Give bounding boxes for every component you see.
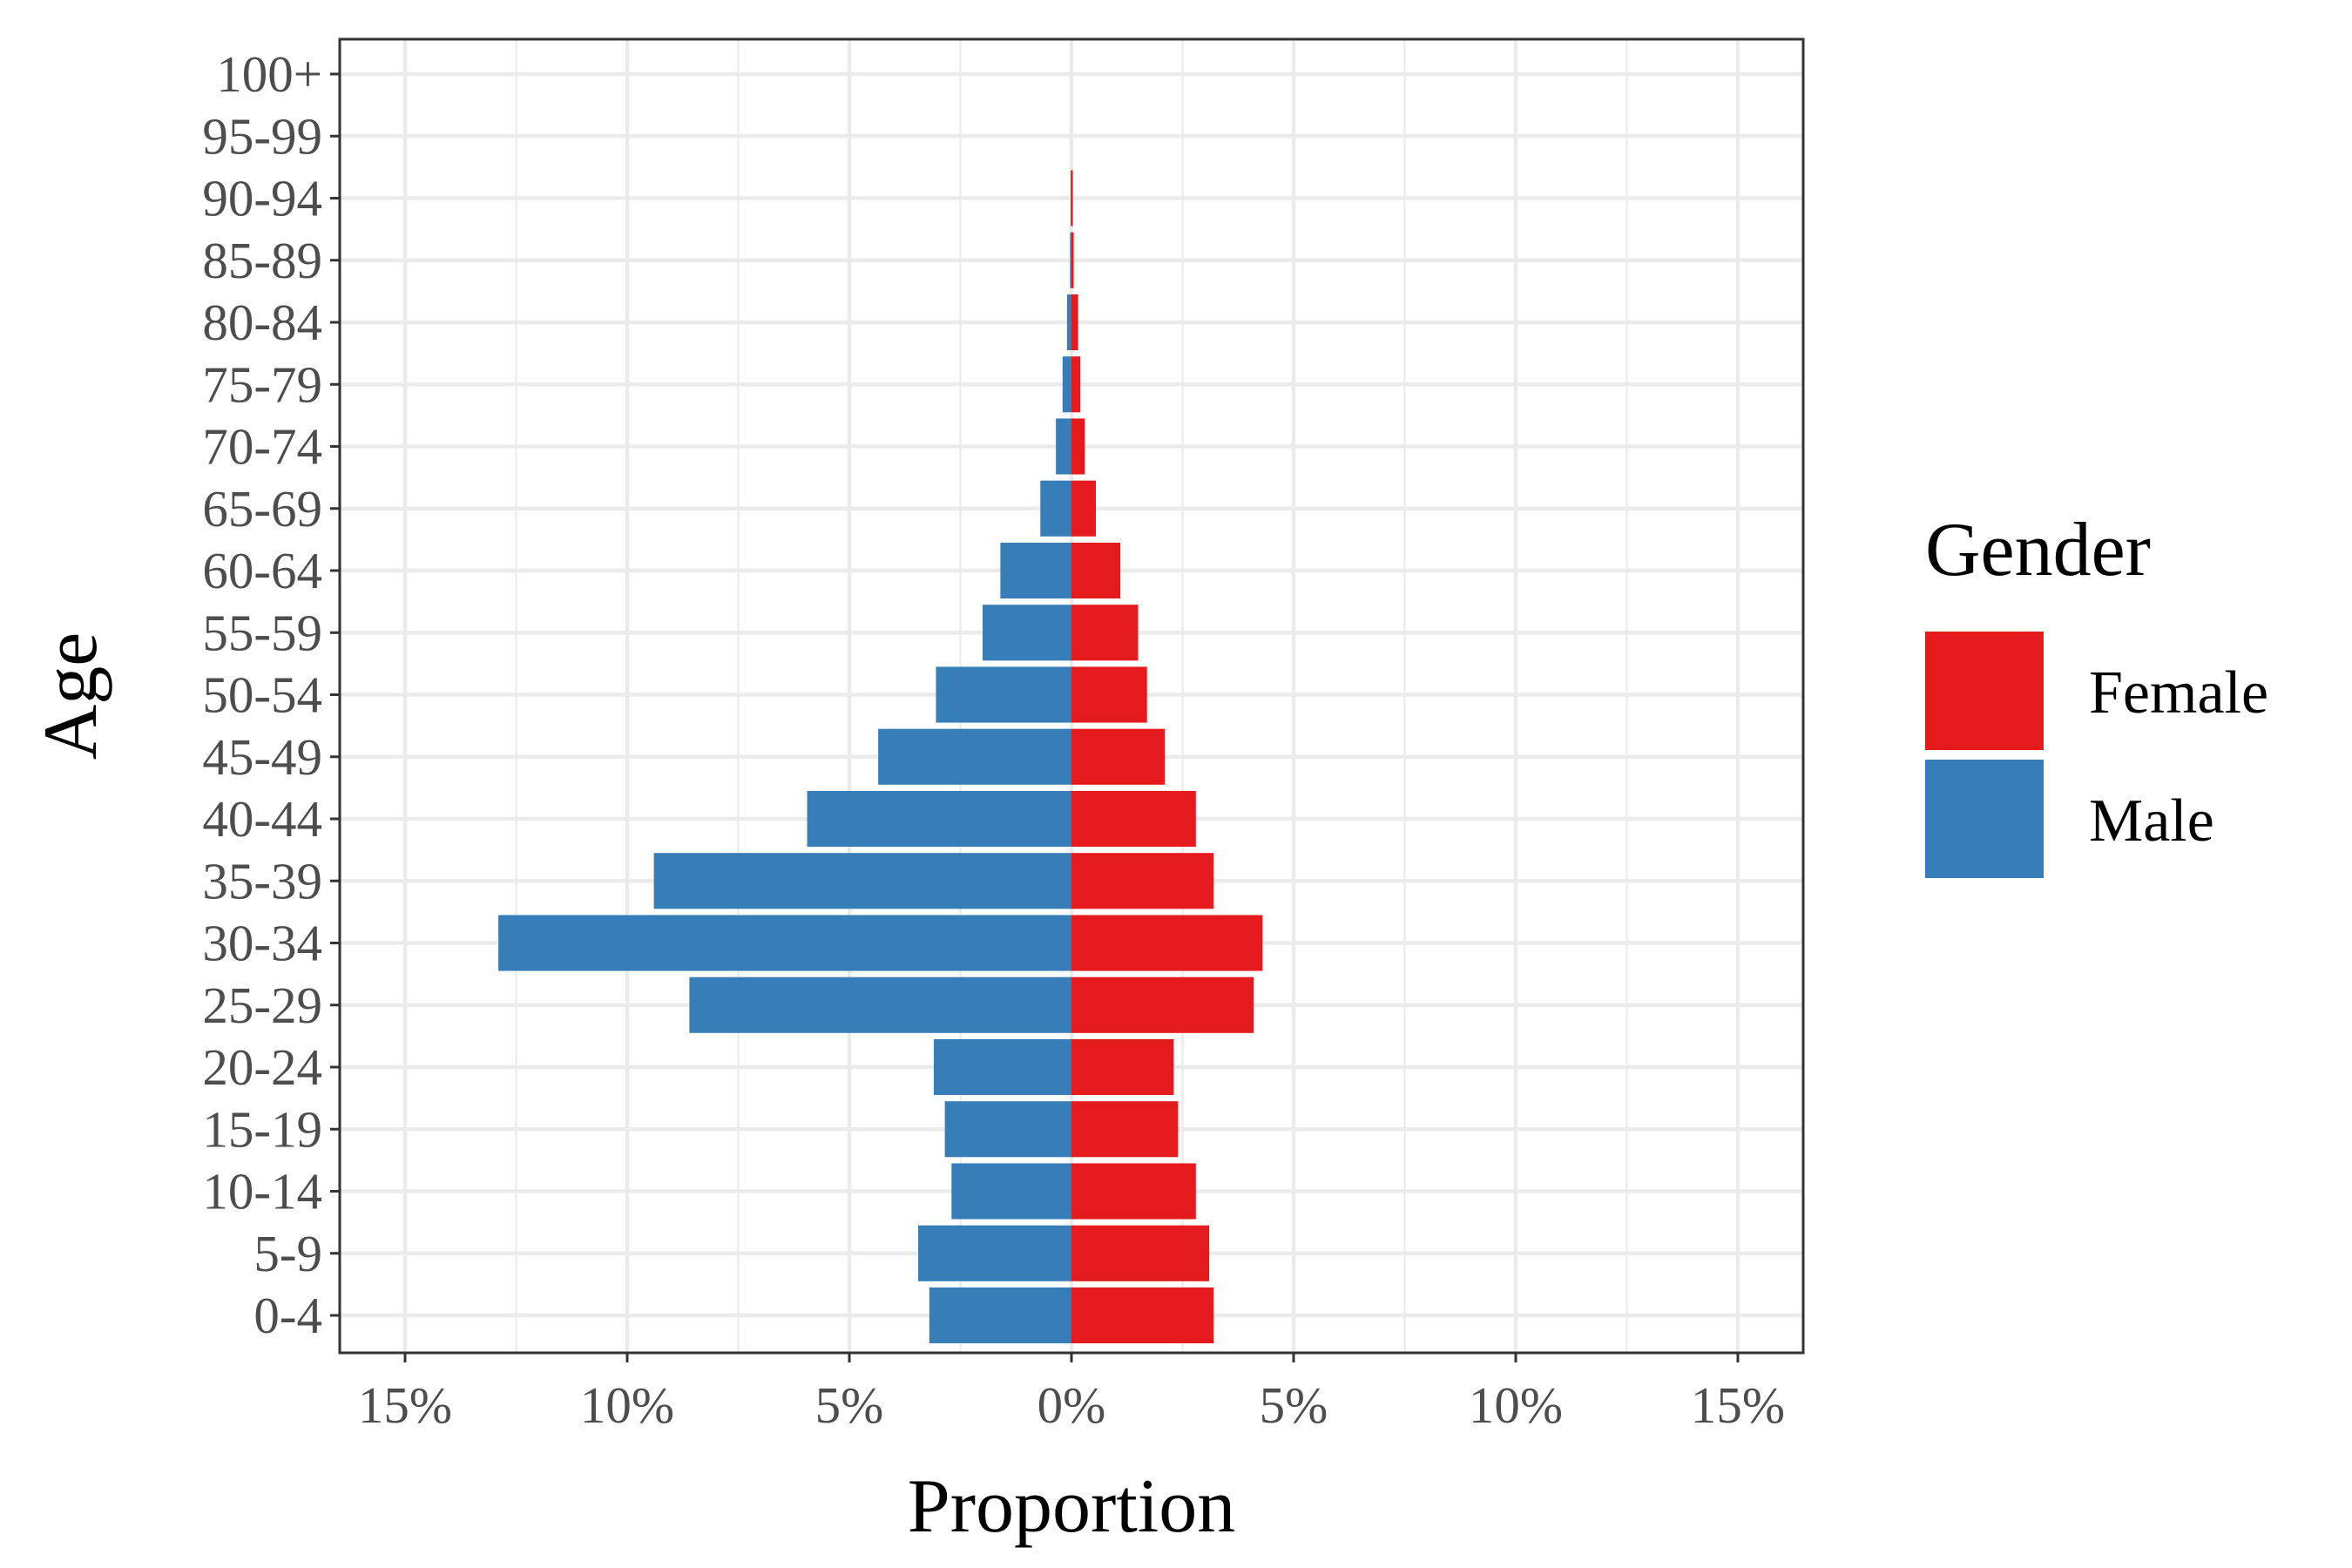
y-tick-label: 85-89	[202, 232, 322, 289]
y-tick-label: 90-94	[202, 170, 322, 227]
y-tick-label: 60-64	[202, 542, 322, 599]
bar-female-45-49	[1071, 728, 1166, 785]
x-axis-title: Proportion	[908, 1464, 1235, 1549]
legend-key-male	[1925, 760, 2044, 878]
bar-male-85-89	[1070, 232, 1071, 288]
x-tick-label: 15%	[358, 1376, 452, 1434]
bar-female-30-34	[1071, 915, 1263, 971]
y-tick-label: 20-24	[202, 1038, 322, 1096]
x-tick-label: 5%	[815, 1376, 884, 1434]
y-tick-label: 70-74	[202, 418, 322, 476]
bar-female-85-89	[1071, 232, 1074, 288]
bar-male-60-64	[1000, 542, 1071, 599]
bar-male-45-49	[878, 728, 1071, 785]
bar-female-40-44	[1071, 790, 1196, 848]
y-tick-label: 65-69	[202, 480, 322, 537]
bar-female-10-14	[1071, 1163, 1196, 1220]
bars	[498, 170, 1263, 1344]
y-axis-title: Age	[29, 632, 113, 760]
legend-key-female	[1925, 632, 2044, 750]
y-tick-label: 40-44	[202, 790, 322, 848]
bar-male-30-34	[498, 915, 1071, 971]
bar-female-65-69	[1071, 480, 1097, 537]
y-tick-label: 100+	[216, 45, 322, 103]
bar-female-20-24	[1071, 1038, 1174, 1096]
bar-male-55-59	[983, 605, 1071, 661]
bar-male-40-44	[807, 790, 1071, 848]
bar-female-5-9	[1071, 1225, 1210, 1281]
bar-female-55-59	[1071, 605, 1139, 661]
bar-female-90-94	[1071, 170, 1073, 226]
bar-male-25-29	[689, 977, 1071, 1033]
y-tick-label: 25-29	[202, 977, 322, 1034]
y-tick-label: 5-9	[253, 1225, 322, 1282]
y-tick-label: 75-79	[202, 355, 322, 413]
y-tick-label: 55-59	[202, 604, 322, 661]
bar-male-65-69	[1040, 480, 1071, 537]
bar-female-60-64	[1071, 542, 1121, 599]
y-tick-label: 50-54	[202, 666, 322, 724]
legend-label-male: Male	[2089, 787, 2214, 855]
x-tick-label: 15%	[1691, 1376, 1785, 1434]
x-tick-label: 0%	[1037, 1376, 1106, 1434]
bar-female-50-54	[1071, 666, 1147, 723]
bar-male-15-19	[944, 1101, 1071, 1158]
y-tick-label: 30-34	[202, 915, 322, 972]
y-tick-label: 45-49	[202, 728, 322, 786]
x-tick-label: 10%	[580, 1376, 674, 1434]
x-axis: 15% 10% 5% 0% 5% 10% 15%	[358, 1353, 1785, 1434]
bar-male-20-24	[933, 1038, 1071, 1096]
bar-female-80-84	[1071, 294, 1078, 351]
bar-female-75-79	[1071, 356, 1081, 413]
bar-female-0-4	[1071, 1287, 1214, 1344]
bar-male-75-79	[1062, 356, 1071, 413]
legend-label-female: Female	[2089, 659, 2268, 727]
bar-male-80-84	[1066, 294, 1071, 351]
y-tick-label: 35-39	[202, 852, 322, 909]
bar-female-70-74	[1071, 418, 1085, 475]
legend: Gender Female Male	[1925, 508, 2268, 878]
x-tick-label: 10%	[1469, 1376, 1563, 1434]
bar-male-10-14	[951, 1163, 1071, 1220]
bar-male-5-9	[918, 1225, 1071, 1281]
bar-female-35-39	[1071, 853, 1214, 909]
bar-male-70-74	[1056, 418, 1071, 475]
legend-title: Gender	[1925, 508, 2151, 592]
x-tick-label: 5%	[1260, 1376, 1328, 1434]
y-tick-label: 95-99	[202, 107, 322, 165]
y-tick-label: 15-19	[202, 1100, 322, 1158]
bar-female-25-29	[1071, 977, 1254, 1033]
bar-male-35-39	[653, 853, 1071, 909]
y-tick-label: 80-84	[202, 294, 322, 351]
y-tick-label: 10-14	[202, 1163, 322, 1220]
y-tick-label: 0-4	[253, 1287, 322, 1344]
bar-male-0-4	[929, 1287, 1071, 1344]
bar-male-50-54	[936, 666, 1071, 723]
bar-female-15-19	[1071, 1101, 1179, 1158]
